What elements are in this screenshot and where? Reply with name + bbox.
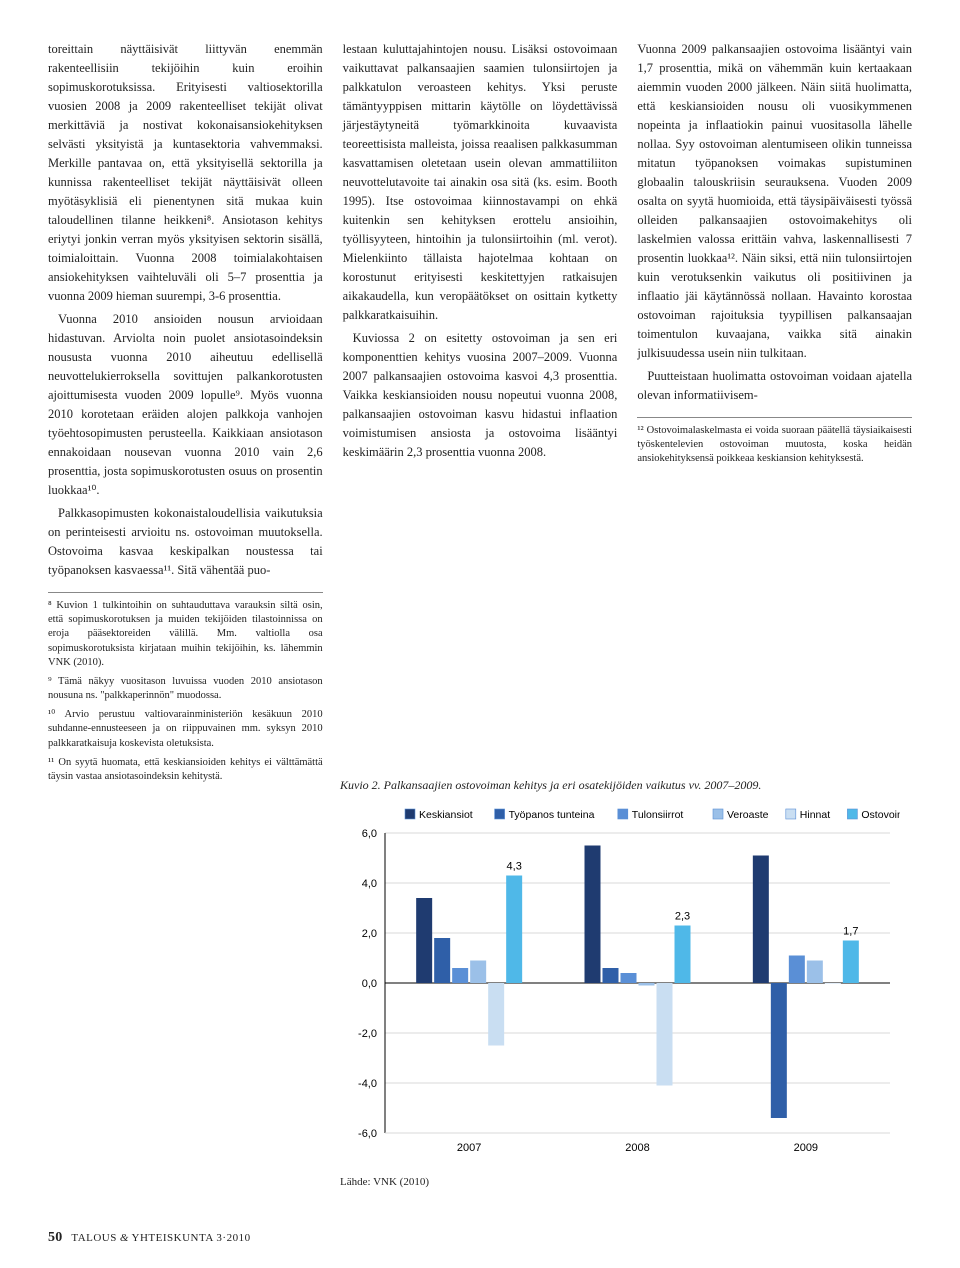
svg-text:Tulonsiirrot: Tulonsiirrot	[632, 809, 684, 821]
svg-text:2009: 2009	[794, 1142, 818, 1154]
svg-text:6,0: 6,0	[362, 828, 377, 840]
svg-text:Ostovoima: Ostovoima	[861, 809, 900, 821]
page-footer: 50 TALOUS & YHTEISKUNTA 3·2010	[48, 1230, 251, 1246]
svg-text:-6,0: -6,0	[358, 1128, 377, 1140]
svg-text:-2,0: -2,0	[358, 1028, 377, 1040]
column-1: toreittain näyttäisivät liittyvän enemmä…	[48, 40, 323, 1060]
journal-name: TALOUS	[71, 1232, 117, 1244]
col1-para-1: toreittain näyttäisivät liittyvän enemmä…	[48, 40, 323, 306]
footnote-12: ¹² Ostovoimalaskelmasta ei voida suoraan…	[637, 424, 912, 467]
chart-source: Lähde: VNK (2010)	[340, 1176, 910, 1188]
svg-text:4,3: 4,3	[507, 861, 522, 873]
footnote-10: ¹⁰ Arvio perustuu valtiovarainministeriö…	[48, 708, 323, 751]
col1-footnotes: ⁸ Kuvion 1 tulkintoihin on suhtauduttava…	[48, 592, 323, 784]
bar-chart: 6,0 4,0 2,0 0,0 -2,0 -4,0 -6,0 Keskiansiot Työpa…	[340, 803, 900, 1163]
svg-text:2,3: 2,3	[675, 911, 690, 923]
footnote-11: ¹¹ On syytä huomata, että keskiansioiden…	[48, 756, 323, 784]
col1-para-3: Palkkasopimusten kokonaistaloudellisia v…	[48, 504, 323, 580]
svg-text:-4,0: -4,0	[358, 1078, 377, 1090]
chart-block: Kuvio 2. Palkansaajien ostovoiman kehity…	[340, 760, 910, 1188]
footnote-9: ⁹ Tämä näkyy vuositason luvuissa vuoden …	[48, 675, 323, 703]
svg-text:2007: 2007	[457, 1142, 481, 1154]
page-number: 50	[48, 1230, 62, 1245]
svg-text:1,7: 1,7	[843, 926, 858, 938]
col3-footnotes: ¹² Ostovoimalaskelmasta ei voida suoraan…	[637, 417, 912, 467]
svg-text:Työpanos tunteina: Työpanos tunteina	[509, 809, 595, 821]
svg-text:Hinnat: Hinnat	[800, 809, 830, 821]
col1-para-2: Vuonna 2010 ansioiden nousun arvioidaan …	[48, 310, 323, 500]
col2-para-2: Kuviossa 2 on esitetty ostovoiman ja sen…	[343, 329, 618, 462]
svg-text:Veroaste: Veroaste	[727, 809, 769, 821]
journal-rest: YHTEISKUNTA 3·2010	[132, 1232, 251, 1244]
chart-container: 6,0 4,0 2,0 0,0 -2,0 -4,0 -6,0 Keskiansiot Työpa…	[340, 803, 900, 1168]
col3-para-2: Puutteistaan huolimatta ostovoiman voida…	[637, 367, 912, 405]
col2-para-1: lestaan kuluttajahintojen nousu. Lisäksi…	[343, 40, 618, 325]
chart-title: Kuvio 2. Palkansaajien ostovoiman kehity…	[340, 778, 910, 793]
journal-amp: &	[120, 1232, 132, 1244]
svg-text:2008: 2008	[625, 1142, 649, 1154]
svg-text:0,0: 0,0	[362, 978, 377, 990]
col3-para-1: Vuonna 2009 palkansaajien ostovoima lisä…	[637, 40, 912, 363]
footnote-8: ⁸ Kuvion 1 tulkintoihin on suhtauduttava…	[48, 599, 323, 670]
svg-text:2,0: 2,0	[362, 928, 377, 940]
svg-text:Keskiansiot: Keskiansiot	[419, 809, 473, 821]
svg-text:4,0: 4,0	[362, 878, 377, 890]
